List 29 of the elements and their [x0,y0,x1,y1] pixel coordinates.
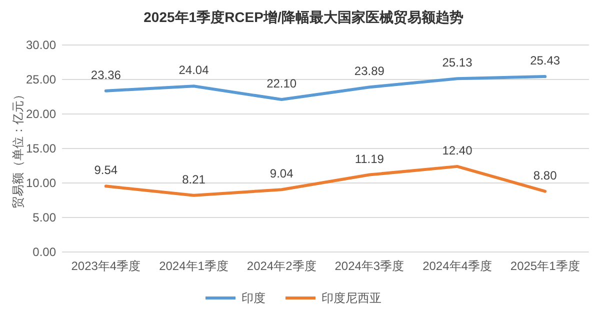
x-tick-label: 2024年2季度 [246,259,316,273]
legend-label: 印度尼西亚 [322,291,382,306]
data-label: 8.21 [182,172,206,186]
data-label: 9.04 [270,166,294,181]
data-label: 22.10 [266,76,297,91]
y-tick-label: 0.00 [32,245,56,260]
chart-title: 2025年1季度RCEP增/降幅最大国家医械贸易额趋势 [144,9,464,25]
x-tick-label: 2024年4季度 [422,259,492,273]
y-tick-label: 20.00 [26,107,56,122]
y-axis-title: 贸易额（单位：亿元） [11,88,25,208]
x-tick-label: 2024年1季度 [159,259,228,273]
x-tick-label: 2025年1季度 [510,259,580,273]
data-label: 12.40 [442,143,473,158]
data-label: 9.54 [94,163,118,178]
y-tick-label: 25.00 [26,72,56,87]
x-tick-label: 2024年3季度 [334,259,404,273]
data-label: 23.89 [354,64,385,78]
data-label: 24.04 [178,63,210,78]
y-tick-label: 30.00 [26,38,56,52]
legend-label: 印度 [242,291,266,306]
data-label: 25.43 [530,54,560,68]
x-tick-label: 2023年4季度 [71,259,141,273]
data-label: 8.80 [533,168,558,182]
data-label: 25.13 [442,56,473,70]
y-tick-label: 15.00 [26,142,56,156]
data-label: 23.36 [90,68,122,82]
data-label: 11.19 [354,152,384,166]
y-tick-label: 10.00 [26,176,56,190]
y-tick-label: 5.00 [32,210,56,225]
